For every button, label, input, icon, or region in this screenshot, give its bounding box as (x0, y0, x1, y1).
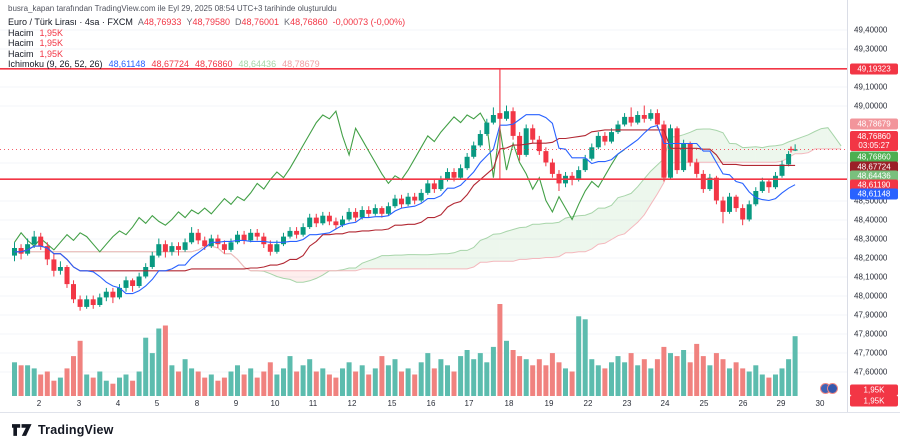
badge-price: 1,95K (863, 385, 885, 395)
price-axis-tick: 48,50000 (854, 196, 888, 206)
time-axis-label: 23 (622, 399, 632, 408)
time-axis-label: 9 (233, 399, 239, 408)
badge-price: 48,76860 (857, 132, 891, 141)
price-axis-badge: 48,64436 (850, 170, 898, 182)
time-axis-label: 19 (544, 399, 554, 408)
time-axis-label: 29 (776, 399, 786, 408)
badge-price: 48,78679 (857, 119, 891, 129)
tradingview-logo-icon (12, 424, 32, 436)
price-axis-tick: 47,90000 (854, 310, 888, 320)
time-axis-label: 10 (270, 399, 280, 408)
time-axis-label: 16 (426, 399, 436, 408)
price-axis-tick: 48,10000 (854, 272, 888, 282)
try-flag-icon (827, 383, 838, 394)
badge-price: 48,64436 (857, 171, 891, 181)
badge-price: 48,61148 (857, 189, 891, 199)
price-axis-tick: 49,10000 (854, 82, 888, 92)
price-axis-tick: 48,00000 (854, 291, 888, 301)
time-axis-label: 24 (660, 399, 670, 408)
price-axis-badge: 49,19323 (850, 63, 898, 75)
badge-countdown: 03:05:27 (858, 141, 890, 150)
time-axis-label: 12 (347, 399, 357, 408)
price-axis-badge: 48,61190 (850, 179, 898, 191)
time-axis-label: 25 (699, 399, 709, 408)
price-axis-tick: 48,40000 (854, 215, 888, 225)
price-axis-tick: 47,70000 (854, 348, 888, 358)
time-axis-label: 4 (115, 399, 121, 408)
badge-price: 49,19323 (857, 64, 891, 74)
price-axis-badge: 48,67724 (850, 161, 898, 173)
price-axis-badge: 1,95K (850, 395, 898, 407)
time-axis[interactable]: 2 3 4 5 8 9 10 11 12 15 16 17 18 19 22 23 24 25 26 29 30 (0, 397, 847, 412)
time-axis-label: 30 (815, 399, 825, 408)
price-axis-tick: 49,40000 (854, 25, 888, 35)
price-axis-badge: 48,78679 (850, 118, 898, 130)
attribution-text: busra_kapan tarafından TradingView.com i… (8, 4, 337, 13)
price-axis-tick: 48,30000 (854, 234, 888, 244)
price-axis-badge: 1,95K (850, 384, 898, 396)
price-axis-badge: 48,76860 (850, 151, 898, 163)
time-axis-label: 15 (387, 399, 397, 408)
badge-price: 48,61190 (857, 180, 891, 190)
time-axis-label: 11 (308, 399, 318, 408)
price-axis-badge: 48,61148 (850, 188, 898, 200)
time-axis-label: 18 (504, 399, 514, 408)
price-axis-tick: 47,60000 (854, 367, 888, 377)
price-axis[interactable]: 49,4000049,3000049,1000049,0000048,70000… (847, 0, 900, 412)
badge-price: 48,67724 (857, 162, 891, 172)
time-axis-label: 3 (76, 399, 82, 408)
time-axis-label: 17 (464, 399, 474, 408)
price-axis-badge: 48,76860 03:05:27 (850, 131, 898, 151)
time-axis-label: 8 (194, 399, 200, 408)
price-chart-canvas[interactable] (0, 0, 847, 412)
tradingview-wordmark: TradingView (38, 423, 114, 437)
time-axis-label: 5 (154, 399, 160, 408)
chart-pane[interactable]: Euro / Türk Lirası · 4sa · FXCM A48,76933… (0, 0, 847, 412)
tradingview-brand: TradingView (12, 423, 114, 437)
price-axis-tick: 49,00000 (854, 101, 888, 111)
currency-pair-logo (820, 383, 840, 395)
badge-price: 48,76860 (857, 152, 891, 162)
footer-bar: TradingView (0, 412, 900, 446)
price-axis-tick: 48,20000 (854, 253, 888, 263)
time-axis-label: 22 (583, 399, 593, 408)
time-axis-label: 2 (36, 399, 42, 408)
price-axis-tick: 47,80000 (854, 329, 888, 339)
time-axis-label: 26 (738, 399, 748, 408)
price-axis-tick: 49,30000 (854, 44, 888, 54)
badge-price: 1,95K (863, 396, 885, 406)
